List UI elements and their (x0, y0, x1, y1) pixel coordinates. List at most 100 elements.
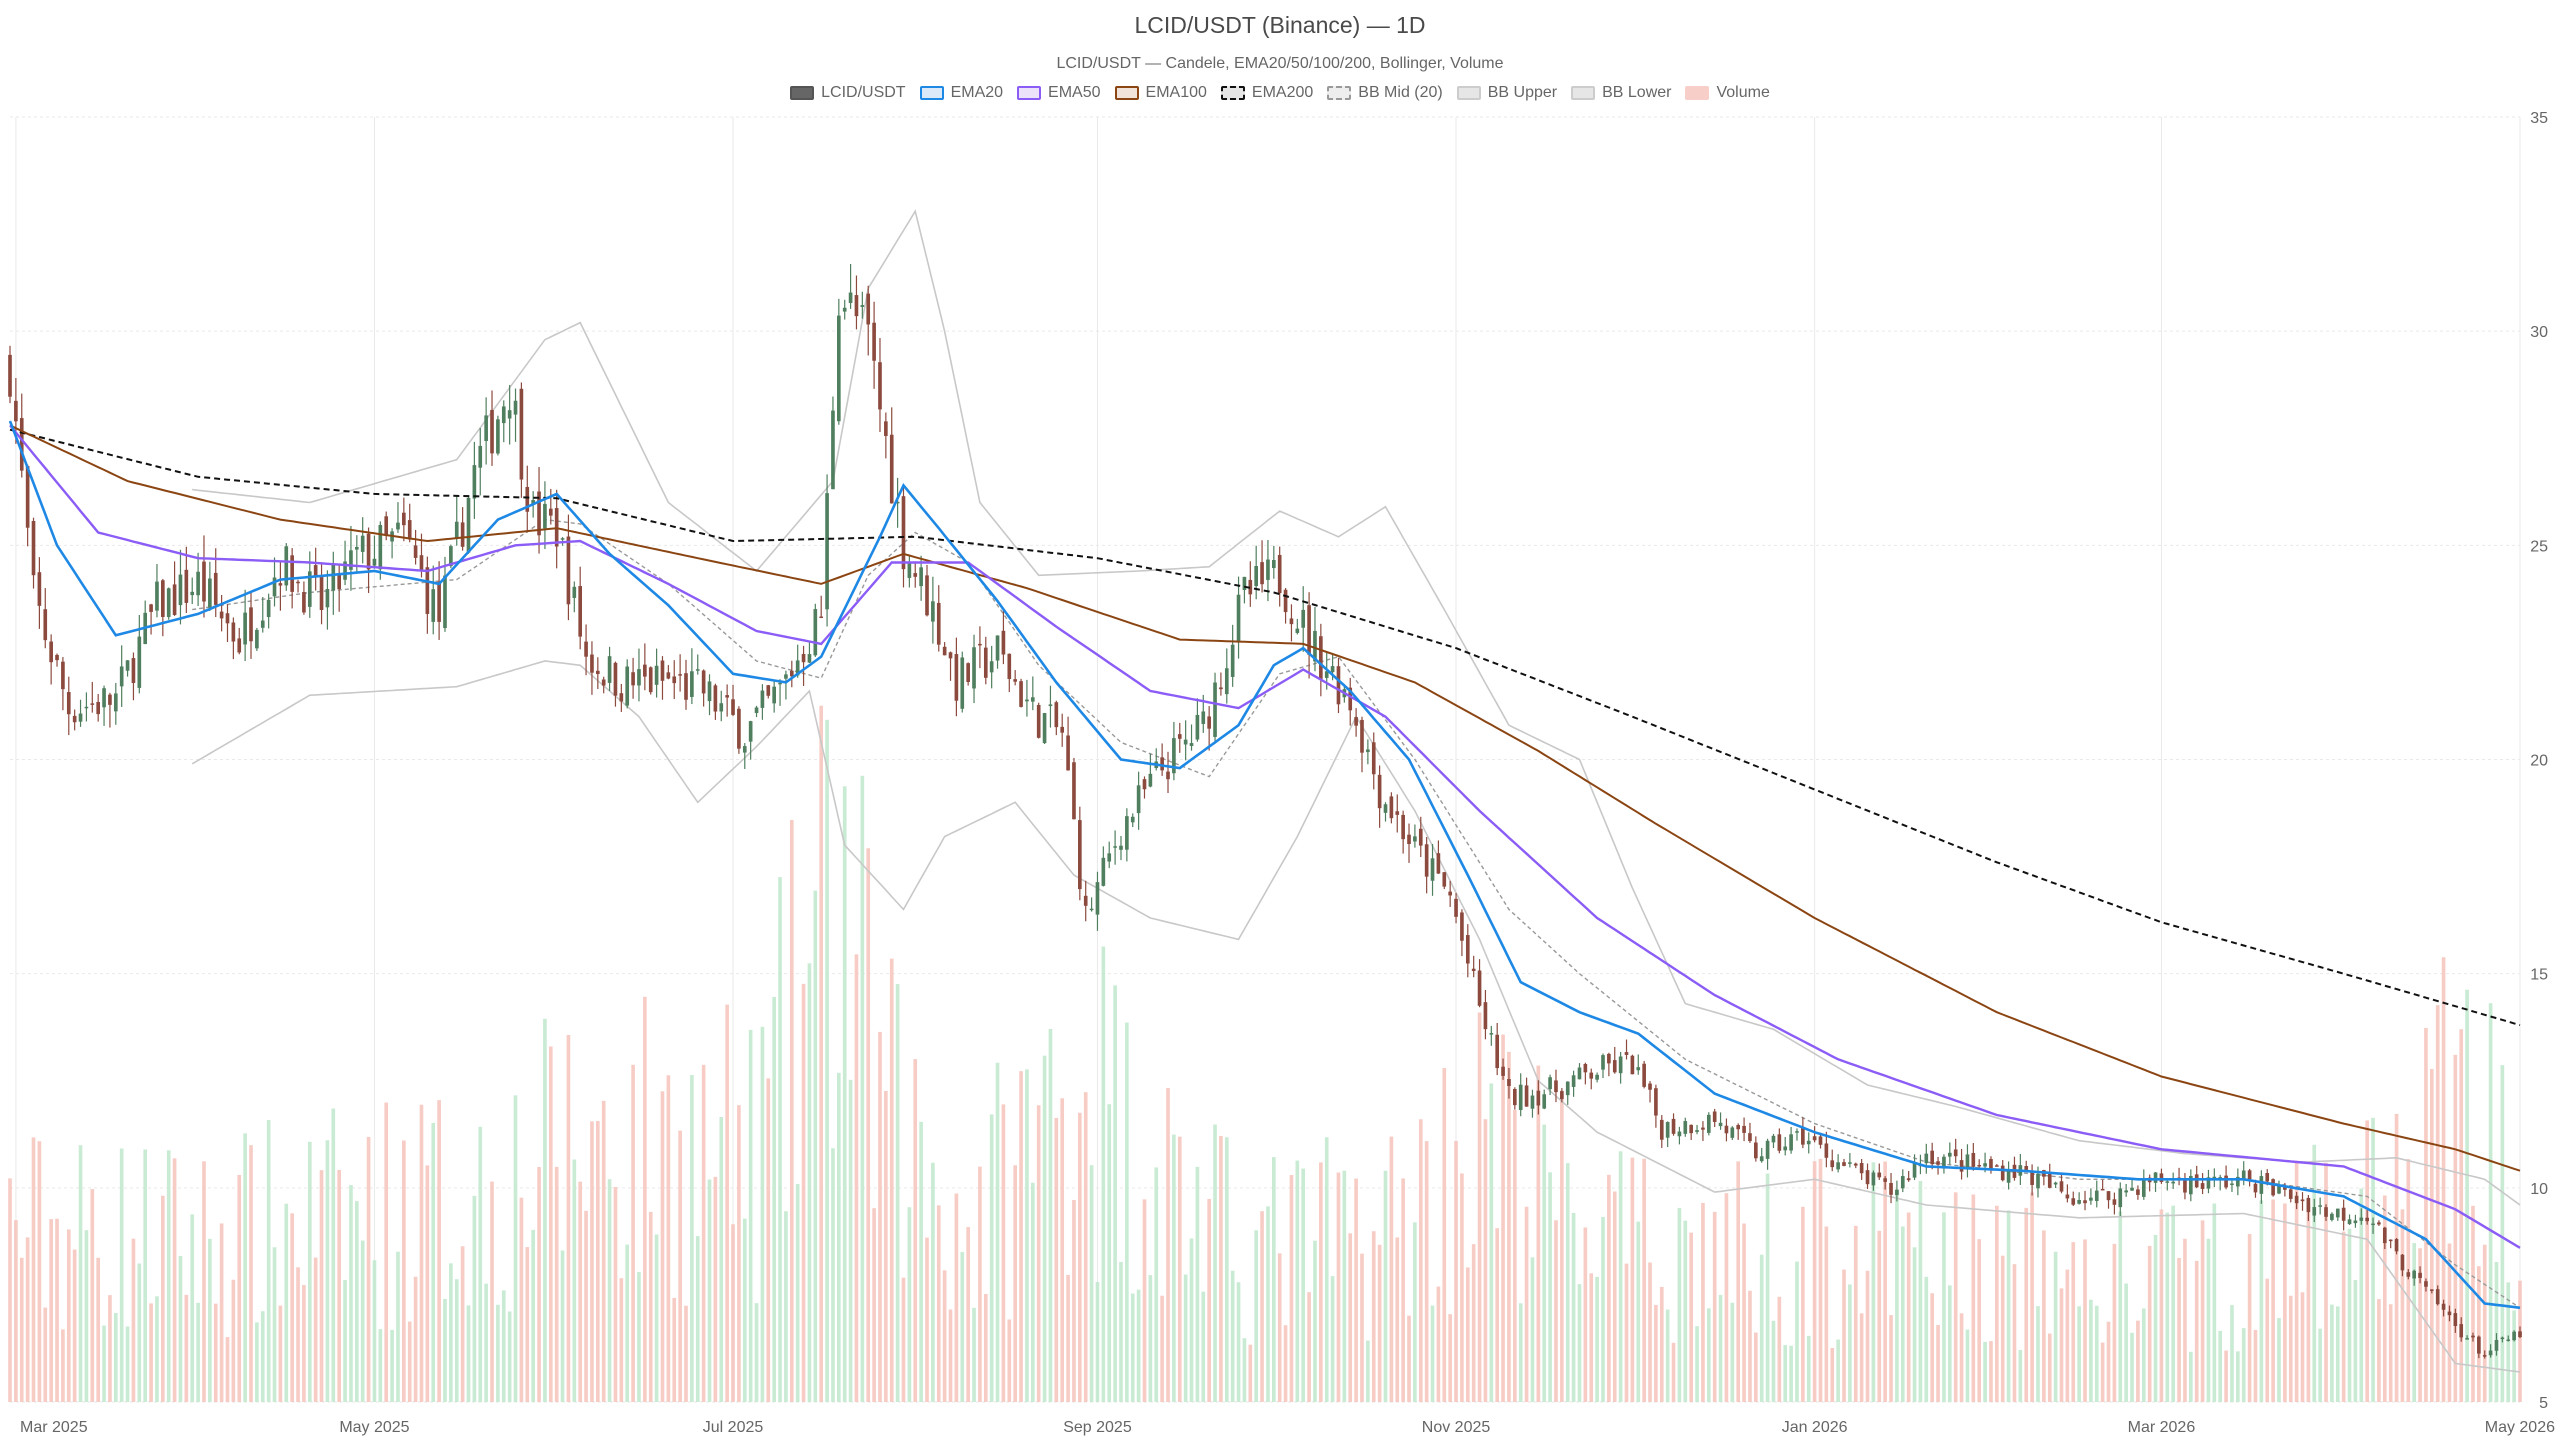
volume-bar (437, 1100, 441, 1402)
volume-bar (1413, 1222, 1417, 1402)
candle-body (1706, 1114, 1711, 1133)
candle-body (1001, 630, 1006, 655)
candle-body (1983, 1163, 1987, 1167)
candle-body (2153, 1172, 2158, 1183)
volume-bar (725, 1004, 729, 1402)
candle-body (666, 672, 671, 679)
volume-bar (695, 1236, 700, 1402)
volume-bar (431, 1122, 436, 1402)
volume-bar (125, 1326, 130, 1402)
volume-bar (108, 1295, 112, 1402)
candle-body (1283, 589, 1288, 613)
candle-body (1636, 1067, 1641, 1071)
volume-bar (1095, 1281, 1100, 1402)
legend-item[interactable]: Volume (1685, 84, 1770, 102)
candle-body (972, 647, 976, 689)
volume-bar (513, 1095, 518, 1402)
volume-bar (1883, 1161, 1887, 1402)
volume-bar (848, 1079, 853, 1402)
volume-bar (2488, 1003, 2493, 1402)
candle-body (1842, 1162, 1846, 1166)
volume-bar (954, 1193, 959, 1402)
legend-item[interactable]: LCID/USDT (790, 84, 906, 102)
volume-bar (49, 1219, 53, 1402)
candle-body (1501, 1066, 1505, 1076)
candle-body (2306, 1197, 2311, 1213)
volume-bar (1865, 1270, 1870, 1402)
legend-item[interactable]: EMA20 (919, 84, 1003, 102)
candle-body (1801, 1127, 1805, 1145)
candle-body (119, 666, 124, 687)
candle-body (1953, 1149, 1958, 1157)
volume-bar (789, 819, 794, 1402)
y-tick-label: 35 (2530, 110, 2548, 127)
volume-bar (2288, 1295, 2293, 1402)
volume-bar (1266, 1206, 1270, 1402)
axes: 5 10 15 20 25 30 35 Mar 2025 May 2025 Jul 2025 Sep… (20, 110, 2555, 1436)
legend-label: BB Upper (1487, 84, 1558, 101)
candle-body (2271, 1179, 2275, 1196)
volume-bar (2335, 1306, 2340, 1402)
volume-bar (572, 1159, 577, 1402)
legend-item[interactable]: EMA200 (1220, 84, 1313, 102)
volume-bar (707, 1179, 712, 1402)
candle-body (1413, 836, 1417, 842)
volume-bar (249, 1145, 253, 1402)
volume-bar (2265, 1278, 2270, 1402)
volume-bar (1812, 1161, 1817, 1402)
legend-swatch (1017, 86, 1042, 100)
volume-bar (1295, 1160, 1300, 1402)
volume-bar (1836, 1339, 1840, 1402)
candle-body (202, 561, 206, 602)
volume-bar (1160, 1295, 1164, 1402)
volume-bar (354, 1201, 359, 1402)
volume-bar (1483, 1119, 1488, 1402)
volume-bar (719, 1116, 724, 1402)
legend-item[interactable]: EMA50 (1017, 84, 1101, 102)
legend-item[interactable]: BB Mid (20) (1327, 84, 1443, 102)
volume-bar (2359, 1188, 2364, 1402)
candle-body (1977, 1164, 1982, 1167)
candle-body (343, 561, 347, 580)
candle-body (1507, 1079, 1511, 1086)
candle-body (1183, 739, 1188, 745)
candle-body (1989, 1159, 1993, 1169)
candle-body (1671, 1118, 1676, 1134)
volume-bar (1683, 1220, 1688, 1402)
candle-body (2412, 1270, 2417, 1279)
candle-body (737, 708, 741, 749)
candle-body (1736, 1125, 1741, 1130)
volume-bar (2177, 1257, 2181, 1402)
candle-body (8, 354, 12, 397)
volume-bar (243, 1133, 247, 1402)
candle-body (1019, 681, 1023, 707)
candle-body (1601, 1055, 1605, 1070)
candle-body (1172, 738, 1176, 774)
volume-bar (2318, 1328, 2322, 1402)
candle-body (108, 694, 112, 705)
candle-body (1442, 872, 1447, 887)
volume-bar (2441, 957, 2446, 1402)
volume-bar (131, 1238, 136, 1402)
candle-body (1900, 1176, 1905, 1189)
chart-subtitle: LCID/USDT — Candele, EMA20/50/100/200, B… (1056, 55, 1504, 72)
volume-bar (795, 1183, 800, 1402)
candle-body (2000, 1165, 2005, 1181)
candle-body (701, 670, 706, 694)
candle-body (784, 674, 788, 679)
volume-bar (1818, 1158, 1823, 1402)
volume-bar (701, 1064, 706, 1402)
candle-body (819, 616, 824, 619)
volume-bar (1125, 1022, 1129, 1402)
volume-bar (2506, 1282, 2511, 1402)
legend-item[interactable]: BB Upper (1456, 84, 1558, 102)
volume-bar (1460, 1173, 1464, 1402)
volume-bar (766, 1078, 771, 1402)
volume-bar (554, 1166, 559, 1402)
candle-body (2165, 1181, 2170, 1183)
volume-bar (2241, 1328, 2246, 1402)
candle-body (548, 508, 553, 516)
legend-item[interactable]: BB Lower (1571, 84, 1671, 102)
legend-item[interactable]: EMA100 (1114, 84, 1207, 102)
candle-body (1130, 816, 1135, 823)
